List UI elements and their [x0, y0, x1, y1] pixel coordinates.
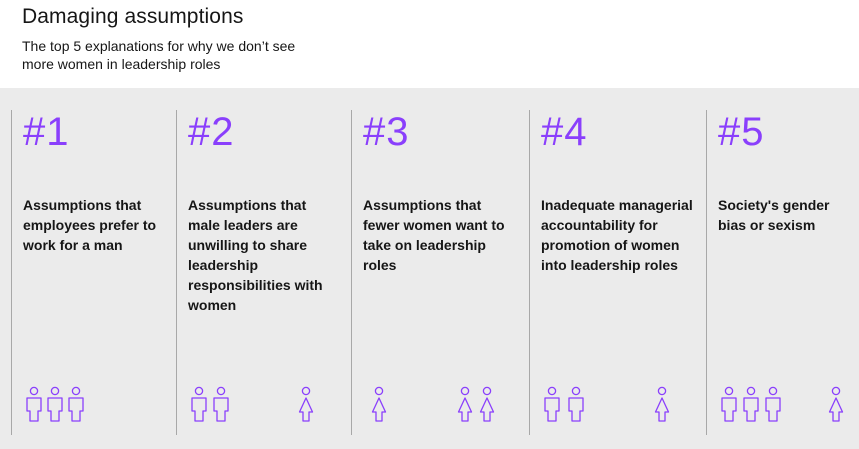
rank-label: #4 [541, 110, 588, 154]
man-icon [26, 386, 42, 422]
man-icon [721, 386, 737, 422]
woman-icon [828, 386, 844, 422]
man-icon [191, 386, 207, 422]
assumption-column-3: #3 Assumptions that fewer women want to … [351, 110, 529, 435]
page-subtitle: The top 5 explanations for why we don’t … [22, 38, 296, 72]
woman-icon [654, 386, 670, 422]
woman-icon [298, 386, 314, 422]
man-icon [47, 386, 63, 422]
man-icon [68, 386, 84, 422]
woman-icon [479, 386, 495, 422]
assumptions-panel: #1 Assumptions that employees prefer to … [0, 88, 859, 449]
rank-label: #1 [23, 110, 70, 154]
assumption-text: Society's gender bias or sexism [718, 197, 830, 233]
assumption-column-2: #2 Assumptions that male leaders are unw… [176, 110, 351, 435]
assumption-text: Assumptions that employees prefer to wor… [23, 197, 157, 253]
man-icon [765, 386, 781, 422]
rank-label: #5 [718, 110, 765, 154]
rank-label: #2 [188, 110, 235, 154]
page-title: Damaging assumptions [22, 5, 244, 28]
assumption-text: Inadequate managerial accountability for… [541, 197, 693, 273]
woman-icon [457, 386, 473, 422]
woman-icon [371, 386, 387, 422]
assumption-text: Assumptions that fewer women want to tak… [363, 197, 505, 273]
man-icon [213, 386, 229, 422]
man-icon [544, 386, 560, 422]
rank-label: #3 [363, 110, 410, 154]
assumption-text: Assumptions that male leaders are unwill… [188, 197, 323, 313]
man-icon [743, 386, 759, 422]
assumption-column-1: #1 Assumptions that employees prefer to … [11, 110, 176, 435]
assumption-column-4: #4 Inadequate managerial accountability … [529, 110, 706, 435]
assumption-column-5: #5 Society's gender bias or sexism [706, 110, 859, 435]
man-icon [568, 386, 584, 422]
